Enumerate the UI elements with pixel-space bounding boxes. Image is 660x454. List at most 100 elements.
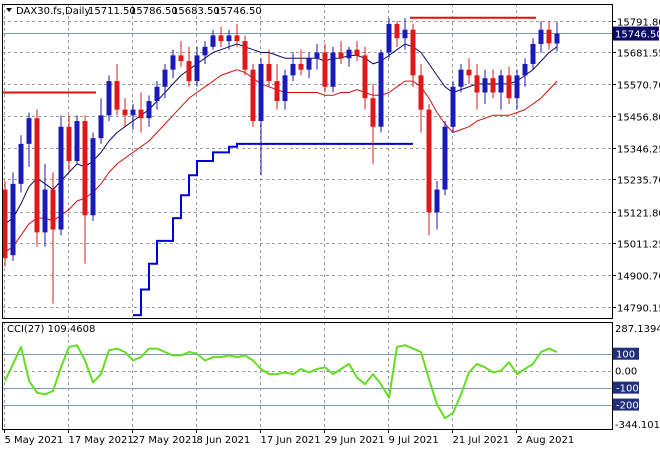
candle xyxy=(90,132,96,221)
candle xyxy=(394,21,400,47)
candle xyxy=(266,49,272,87)
candle-body xyxy=(554,33,560,44)
candle xyxy=(450,81,456,133)
candle-body xyxy=(82,121,88,216)
candle xyxy=(370,83,376,164)
candle-body xyxy=(42,189,48,233)
candle-body xyxy=(442,126,448,190)
candle-body xyxy=(538,29,544,44)
candle xyxy=(234,23,240,47)
candle xyxy=(122,98,128,127)
candle xyxy=(282,69,288,110)
candle xyxy=(322,43,328,93)
candle xyxy=(402,18,408,50)
x-axis-label: 5 May 2021 xyxy=(5,435,64,446)
candle xyxy=(2,180,8,267)
candle-body xyxy=(386,23,392,53)
candle xyxy=(162,63,168,99)
candle xyxy=(378,49,384,133)
candle-body xyxy=(66,126,72,161)
candle xyxy=(106,75,112,122)
candle xyxy=(18,135,24,193)
candle xyxy=(490,69,496,99)
ohlc-high: 15786.50 xyxy=(130,6,178,17)
price-y-tick-label: 15346.25 xyxy=(617,145,660,156)
current-price-label: 15746.50 xyxy=(615,30,660,41)
symbol-label[interactable]: DAX30.fs,Daily xyxy=(16,6,90,17)
candle-body xyxy=(282,75,288,102)
candle-body xyxy=(90,138,96,216)
candle xyxy=(386,18,392,59)
candle xyxy=(338,41,344,64)
candle xyxy=(186,46,192,87)
candle-body xyxy=(530,43,536,64)
candle xyxy=(538,21,544,53)
cci-y-tick-label: -100 xyxy=(616,384,639,395)
x-axis-label: 9 Jul 2021 xyxy=(389,435,439,446)
candle xyxy=(514,69,520,110)
candle xyxy=(434,180,440,230)
candle-body xyxy=(106,81,112,116)
candle-body xyxy=(266,63,272,82)
candle xyxy=(114,63,120,116)
x-axis-label: 21 Jul 2021 xyxy=(453,435,510,446)
price-y-tick-label: 15681.55 xyxy=(617,49,660,60)
cci-y-tick-label: 100 xyxy=(616,350,635,361)
candle xyxy=(458,63,464,93)
candle-body xyxy=(330,52,336,87)
candle-body xyxy=(186,61,192,82)
cci-y-tick-label: 0.00 xyxy=(615,367,637,378)
ohlc-low: 15683.50 xyxy=(172,6,220,17)
candle-body xyxy=(146,101,152,119)
candle xyxy=(50,172,56,304)
candle xyxy=(258,58,264,176)
candle-body xyxy=(130,109,136,116)
x-axis-label: 27 May 2021 xyxy=(133,435,198,446)
price-y-tick-label: 15121.80 xyxy=(617,209,660,220)
candle xyxy=(154,81,160,110)
candle-body xyxy=(378,52,384,127)
symbol-dropdown-icon[interactable] xyxy=(6,8,12,12)
candle-body xyxy=(250,69,256,122)
candle xyxy=(170,49,176,79)
price-y-tick-label: 14900.70 xyxy=(617,272,660,283)
candle xyxy=(26,112,32,167)
price-y-tick-label: 14790.15 xyxy=(617,304,660,315)
candle-body xyxy=(314,52,320,59)
candle xyxy=(314,43,320,70)
candle xyxy=(42,163,48,247)
candle-body xyxy=(402,29,408,39)
cci-y-tick-label: -344.1015 xyxy=(615,420,660,431)
candle xyxy=(202,41,208,64)
candle-body xyxy=(370,98,376,127)
candle-body xyxy=(410,29,416,76)
candle xyxy=(554,22,560,52)
candle xyxy=(146,95,152,127)
candle xyxy=(362,46,368,110)
candle xyxy=(98,98,104,144)
ma-fast-line xyxy=(4,43,558,225)
candle-body xyxy=(434,189,440,213)
candle xyxy=(226,29,232,50)
candle-body xyxy=(458,69,464,87)
candle-body xyxy=(338,52,344,59)
candle-body xyxy=(450,86,456,127)
candle-body xyxy=(506,75,512,99)
candle-body xyxy=(546,29,552,44)
candle-body xyxy=(58,126,64,230)
price-y-tick-label: 15011.25 xyxy=(617,240,660,251)
ma-slow-line xyxy=(4,69,558,253)
x-axis-label: 17 May 2021 xyxy=(69,435,134,446)
candle xyxy=(498,69,504,110)
price-y-tick-label: 15235.70 xyxy=(617,176,660,187)
candle-body xyxy=(426,109,432,213)
candle xyxy=(130,103,136,130)
candle xyxy=(418,63,424,133)
cci-panel-frame xyxy=(2,322,613,430)
candle xyxy=(74,115,80,164)
candle xyxy=(506,66,512,104)
candle-body xyxy=(322,52,328,87)
candle xyxy=(66,115,72,173)
